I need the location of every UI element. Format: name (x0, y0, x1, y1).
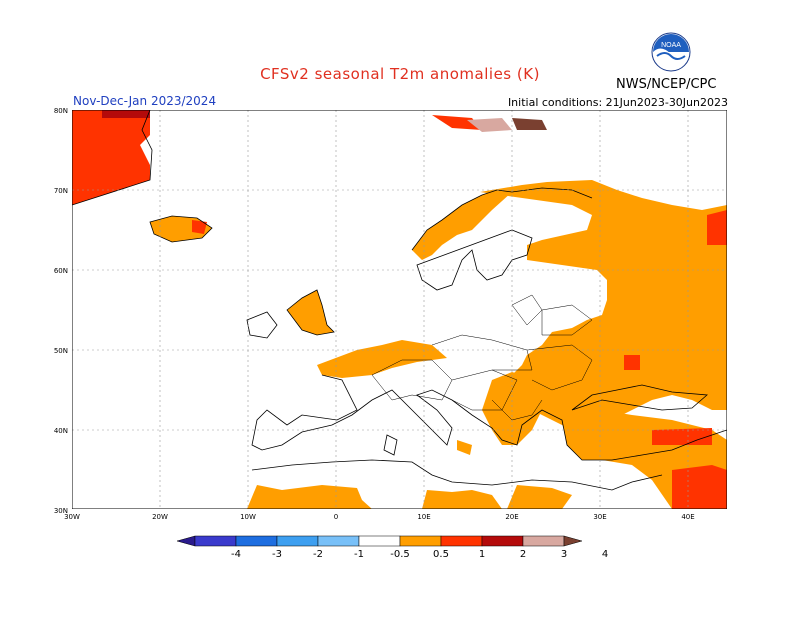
lat-tick-label: 40N (54, 427, 68, 435)
colorbar-label: 3 (561, 549, 567, 560)
colorbar-label: -3 (272, 549, 282, 560)
colorbar-label: -1 (354, 549, 364, 560)
colorbar-swatch (481, 535, 524, 547)
lon-tick-label: 30E (593, 513, 606, 521)
svg-text:NOAA: NOAA (661, 42, 681, 49)
graticule (72, 110, 727, 509)
colorbar-label: 0.5 (433, 549, 449, 560)
map-axes: 80N 70N 60N 50N 40N 30N 30W 20W 10W 0 10E 20E 30E 40… (54, 107, 695, 521)
colorbar-label: -4 (231, 549, 241, 560)
lat-tick-label: 30N (54, 507, 68, 515)
colorbar-swatch (358, 535, 401, 547)
lon-tick-label: 40E (681, 513, 694, 521)
colorbar-label: -0.5 (390, 549, 410, 560)
lon-tick-label: 10E (417, 513, 430, 521)
lon-tick-label: 30W (64, 513, 80, 521)
lat-tick-label: 60N (54, 267, 68, 275)
colorbar-label: 1 (479, 549, 485, 560)
colorbar: -4 -3 -2 -1 -0.5 0.5 1 2 3 4 (176, 535, 608, 560)
country-borders (371, 294, 593, 421)
agency-label: NWS/NCEP/CPC (616, 77, 717, 92)
lon-tick-label: 0 (334, 513, 338, 521)
initial-conditions: Initial conditions: 21Jun2023-30Jun2023 (507, 96, 728, 109)
lon-tick-label: 20W (152, 513, 168, 521)
colorbar-label: 2 (520, 549, 526, 560)
anomaly-fill-orange (150, 180, 727, 509)
lon-tick-label: 20E (505, 513, 518, 521)
colorbar-high-arrow (563, 535, 583, 547)
map-title: CFSv2 seasonal T2m anomalies (K) (260, 65, 540, 83)
colorbar-label: 4 (602, 549, 608, 560)
colorbar-low-arrow (176, 535, 196, 547)
coastlines (72, 110, 727, 491)
colorbar-swatch (440, 535, 483, 547)
colorbar-swatch (235, 535, 278, 547)
colorbar-swatch (276, 535, 319, 547)
lat-tick-label: 70N (54, 187, 68, 195)
colorbar-swatch (194, 535, 237, 547)
lat-tick-label: 50N (54, 347, 68, 355)
colorbar-swatch (399, 535, 442, 547)
colorbar-swatch (317, 535, 360, 547)
forecast-period: Nov-Dec-Jan 2023/2024 (73, 94, 217, 108)
europe-anomaly-map (72, 110, 727, 509)
anomaly-fill-red (72, 110, 727, 509)
lon-tick-label: 10W (240, 513, 256, 521)
anomaly-fill-darkred (102, 110, 547, 132)
colorbar-label: -2 (313, 549, 323, 560)
noaa-logo-icon: NOAA (651, 32, 691, 72)
lat-tick-label: 80N (54, 107, 68, 115)
colorbar-swatch (522, 535, 565, 547)
